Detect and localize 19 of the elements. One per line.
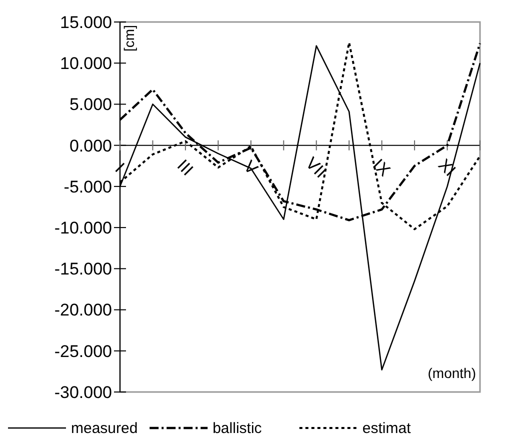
y-tick-label: -5.000: [64, 177, 112, 196]
legend-label: ballistic: [212, 420, 262, 437]
x-tick-label: III: [173, 156, 197, 180]
y-tick-label: -20.000: [54, 300, 112, 320]
y-tick-label: -30.000: [54, 382, 112, 402]
x-axis-title: (month): [428, 365, 476, 381]
y-tick-label: 0.000: [69, 136, 112, 156]
y-tick-label: -15.000: [54, 260, 112, 279]
y-tick-label: 10.000: [60, 54, 112, 74]
x-tick-label: IX: [369, 155, 394, 180]
y-tick-label: 5.000: [69, 95, 112, 114]
legend-label: estimat: [362, 420, 412, 437]
y-tick-label: -25.000: [54, 342, 112, 361]
x-tick-label: VII: [302, 154, 330, 182]
legend-label: measured: [71, 420, 138, 437]
x-tick-label: XI: [434, 155, 460, 180]
y-tick-label: 15.000: [60, 12, 112, 32]
y-tick-label: -10.000: [54, 218, 112, 238]
y-axis-title: [cm]: [121, 25, 137, 52]
